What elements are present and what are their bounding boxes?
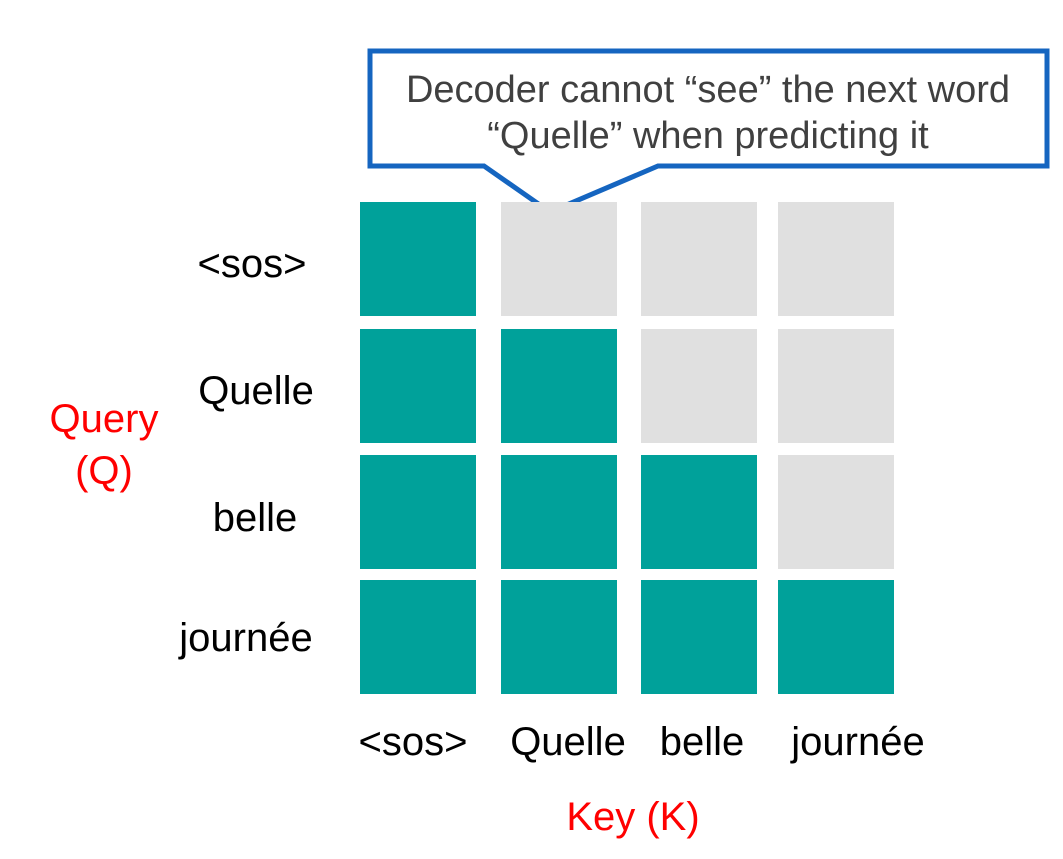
callout-line-2: “Quelle” when predicting it [487, 115, 929, 157]
cell-quelle-belle-masked [641, 329, 757, 443]
row-label-sos: <sos> [198, 242, 307, 286]
callout: Decoder cannot “see” the next word “Quel… [367, 48, 1050, 215]
cell-belle-sos-visible [360, 455, 476, 569]
callout-bubble [367, 48, 1050, 215]
row-label-belle: belle [213, 496, 298, 540]
row-labels: <sos> Quelle belle journée [178, 242, 314, 660]
col-label-journee: journée [790, 720, 924, 764]
cell-quelle-quelle-visible [501, 329, 617, 443]
attention-mask-grid [360, 202, 894, 694]
cell-sos-sos-visible [360, 202, 476, 316]
query-axis-symbol: (Q) [75, 449, 133, 493]
col-label-quelle: Quelle [510, 720, 626, 764]
row-label-quelle: Quelle [198, 369, 314, 413]
cell-sos-quelle-masked [501, 202, 617, 316]
axis-titles: Query (Q) Key (K) [50, 397, 700, 839]
cell-journee-belle-visible [641, 580, 757, 694]
col-label-sos: <sos> [359, 720, 468, 764]
key-axis-title: Key (K) [566, 795, 699, 839]
cell-journee-sos-visible [360, 580, 476, 694]
cell-journee-journee-visible [778, 580, 894, 694]
cell-quelle-journee-masked [778, 329, 894, 443]
cell-belle-belle-visible [641, 455, 757, 569]
callout-line-1: Decoder cannot “see” the next word [406, 69, 1010, 111]
cell-belle-journee-masked [778, 455, 894, 569]
row-label-journee: journée [178, 616, 312, 660]
cell-quelle-sos-visible [360, 329, 476, 443]
query-axis-title: Query [50, 397, 159, 441]
column-labels: <sos> Quelle belle journée [359, 720, 925, 764]
cell-sos-journee-masked [778, 202, 894, 316]
cell-sos-belle-masked [641, 202, 757, 316]
cell-belle-quelle-visible [501, 455, 617, 569]
cell-journee-quelle-visible [501, 580, 617, 694]
col-label-belle: belle [660, 720, 745, 764]
